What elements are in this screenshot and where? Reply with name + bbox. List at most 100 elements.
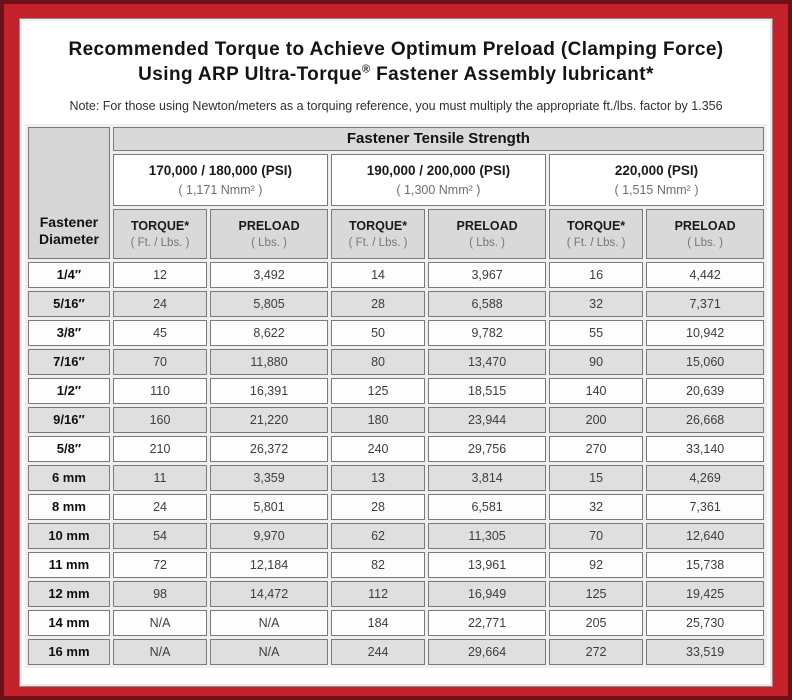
fastener-diameter-cell: 5/16″ <box>28 290 110 317</box>
fastener-diameter-cell: 8 mm <box>28 493 110 520</box>
torque-value-cell: 110 <box>112 377 208 404</box>
fastener-diameter-cell: 5/8″ <box>28 435 110 462</box>
torque-value-cell: 112 <box>330 580 426 607</box>
preload-value-cell: 3,492 <box>210 261 328 288</box>
group-header-row: Fastener Diameter Fastener Tensile Stren… <box>28 126 764 259</box>
preload-value-cell: 3,967 <box>428 261 546 288</box>
torque-unit: ( Ft. / Lbs. ) <box>566 236 626 249</box>
table-row: 3/8″ 45 8,622 50 9,782 55 10,942 <box>28 319 764 346</box>
preload-value-cell: 15,738 <box>646 551 764 578</box>
fastener-diameter-cell: 9/16″ <box>28 406 110 433</box>
preload-value-cell: 14,472 <box>210 580 328 607</box>
preload-value-cell: 7,371 <box>646 290 764 317</box>
preload-value-cell: 3,359 <box>210 464 328 491</box>
preload-unit: ( Lbs. ) <box>251 236 287 249</box>
torque-value-cell: 45 <box>112 319 208 346</box>
torque-value-cell: 28 <box>330 493 426 520</box>
table-row: 8 mm 24 5,801 28 6,581 32 7,361 <box>28 493 764 520</box>
preload-value-cell: 5,801 <box>210 493 328 520</box>
torque-value-cell: 140 <box>548 377 644 404</box>
fastener-diameter-cell: 1/2″ <box>28 377 110 404</box>
nmm-value: ( 1,171 Nmm² ) <box>178 182 263 197</box>
psi-value: 220,000 (PSI) <box>614 162 699 178</box>
psi-group-header-1: 170,000 / 180,000 (PSI) ( 1,171 Nmm² ) <box>112 153 328 206</box>
preload-label: PRELOAD <box>238 218 300 233</box>
torque-value-cell: 98 <box>112 580 208 607</box>
note-text: Note: For those using Newton/meters as a… <box>69 98 723 113</box>
fastener-diameter-cell: 1/4″ <box>28 261 110 288</box>
preload-value-cell: 20,639 <box>646 377 764 404</box>
torque-value-cell: 11 <box>112 464 208 491</box>
table-row: 6 mm 11 3,359 13 3,814 15 4,269 <box>28 464 764 491</box>
torque-value-cell: 240 <box>330 435 426 462</box>
preload-label: PRELOAD <box>674 218 736 233</box>
torque-value-cell: 62 <box>330 522 426 549</box>
torque-unit: ( Ft. / Lbs. ) <box>348 236 408 249</box>
preload-value-cell: 25,730 <box>646 609 764 636</box>
table-row: 7/16″ 70 11,880 80 13,470 90 15,060 <box>28 348 764 375</box>
torque-value-cell: N/A <box>112 609 208 636</box>
title-line-1: Recommended Torque to Achieve Optimum Pr… <box>68 39 724 60</box>
preload-value-cell: 19,425 <box>646 580 764 607</box>
preload-value-cell: 22,771 <box>428 609 546 636</box>
psi-header-row: 170,000 / 180,000 (PSI) ( 1,171 Nmm² ) 1… <box>28 153 764 206</box>
preload-value-cell: 4,442 <box>646 261 764 288</box>
fastener-diameter-cell: 10 mm <box>28 522 110 549</box>
table-row: 14 mm N/A N/A 184 22,771 205 25,730 <box>28 609 764 636</box>
torque-value-cell: N/A <box>112 638 208 665</box>
fastener-diameter-cell: 6 mm <box>28 464 110 491</box>
table-row: 5/16″ 24 5,805 28 6,588 32 7,371 <box>28 290 764 317</box>
fastener-diameter-cell: 14 mm <box>28 609 110 636</box>
preload-value-cell: 26,372 <box>210 435 328 462</box>
torque-value-cell: 13 <box>330 464 426 491</box>
preload-value-cell: N/A <box>210 609 328 636</box>
torque-value-cell: 70 <box>112 348 208 375</box>
page-title: Recommended Torque to Achieve Optimum Pr… <box>33 37 759 88</box>
torque-value-cell: 12 <box>112 261 208 288</box>
preload-value-cell: 11,880 <box>210 348 328 375</box>
table-row: 11 mm 72 12,184 82 13,961 92 15,738 <box>28 551 764 578</box>
torque-value-cell: 270 <box>548 435 644 462</box>
torque-value-cell: 16 <box>548 261 644 288</box>
torque-value-cell: 180 <box>330 406 426 433</box>
preload-value-cell: 13,961 <box>428 551 546 578</box>
torque-value-cell: 210 <box>112 435 208 462</box>
table-row: 1/2″ 110 16,391 125 18,515 140 20,639 <box>28 377 764 404</box>
psi-group-header-2: 190,000 / 200,000 (PSI) ( 1,300 Nmm² ) <box>330 153 546 206</box>
table-row: 1/4″ 12 3,492 14 3,967 16 4,442 <box>28 261 764 288</box>
column-header-row: TORQUE* ( Ft. / Lbs. ) PRELOAD ( Lbs. ) … <box>28 208 764 259</box>
preload-value-cell: 6,581 <box>428 493 546 520</box>
nmm-value: ( 1,515 Nmm² ) <box>614 182 699 197</box>
preload-value-cell: 3,814 <box>428 464 546 491</box>
torque-value-cell: 15 <box>548 464 644 491</box>
torque-value-cell: 125 <box>330 377 426 404</box>
preload-value-cell: 5,805 <box>210 290 328 317</box>
preload-value-cell: 6,588 <box>428 290 546 317</box>
torque-value-cell: 14 <box>330 261 426 288</box>
torque-value-cell: 28 <box>330 290 426 317</box>
torque-value-cell: 50 <box>330 319 426 346</box>
torque-value-cell: 54 <box>112 522 208 549</box>
preload-column-header-2: PRELOAD ( Lbs. ) <box>428 208 546 259</box>
table-row: 12 mm 98 14,472 112 16,949 125 19,425 <box>28 580 764 607</box>
torque-value-cell: 205 <box>548 609 644 636</box>
fastener-diameter-cell: 7/16″ <box>28 348 110 375</box>
preload-value-cell: 9,970 <box>210 522 328 549</box>
tensile-strength-header: Fastener Tensile Strength <box>112 126 764 151</box>
torque-value-cell: 90 <box>548 348 644 375</box>
preload-value-cell: 18,515 <box>428 377 546 404</box>
preload-value-cell: 21,220 <box>210 406 328 433</box>
torque-value-cell: 72 <box>112 551 208 578</box>
title-line-2: Using ARP Ultra-Torque® Fastener Assembl… <box>138 63 654 86</box>
torque-table-body: 1/4″ 12 3,492 14 3,967 16 4,442 5/16″ 24 5,805 28 6… <box>28 261 764 665</box>
torque-label: TORQUE* <box>567 218 626 233</box>
table-row: 16 mm N/A N/A 244 29,664 272 33,519 <box>28 638 764 665</box>
preload-value-cell: 12,640 <box>646 522 764 549</box>
preload-value-cell: 9,782 <box>428 319 546 346</box>
preload-value-cell: 10,942 <box>646 319 764 346</box>
torque-column-header-3: TORQUE* ( Ft. / Lbs. ) <box>548 208 644 259</box>
psi-value: 170,000 / 180,000 (PSI) <box>148 162 293 178</box>
psi-group-header-3: 220,000 (PSI) ( 1,515 Nmm² ) <box>548 153 764 206</box>
table-row: 5/8″ 210 26,372 240 29,756 270 33,140 <box>28 435 764 462</box>
